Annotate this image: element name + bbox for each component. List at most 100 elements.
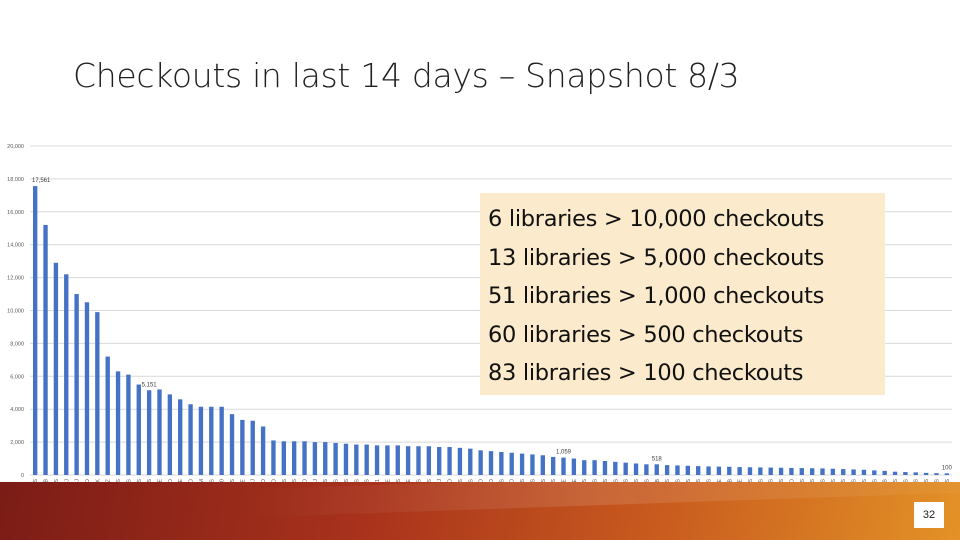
bar [571,458,577,475]
y-tick-label: 14,000 [7,243,24,249]
bar [374,445,380,475]
slide-title: Checkouts in last 14 days – Snapshot 8/3 [73,56,740,95]
x-tick-label: EVS [416,479,422,482]
bar [582,460,587,475]
bar [302,441,307,475]
x-tick-label: BLZ [106,478,112,482]
bar [291,441,297,475]
bar [540,455,545,475]
x-tick-label: ABS [924,479,930,482]
bar [64,274,69,475]
bar [623,462,628,475]
x-tick-label: MES [872,479,878,482]
x-tick-label: HDS [116,479,122,482]
x-tick-label: NEB [655,479,661,482]
y-tick-label: 12,000 [7,276,24,282]
bar [706,466,711,475]
x-tick-label: BYAS [934,479,940,482]
bar [913,472,918,475]
bar [882,470,887,475]
x-tick-label: BTS [292,479,298,482]
bar [509,452,514,475]
x-tick-label: SHS [530,479,536,482]
x-tick-label: HNS [841,479,847,482]
bar [519,453,525,475]
x-tick-label: FPS [458,479,464,482]
x-tick-label: HHB [883,479,889,482]
bar [146,390,152,475]
x-tick-label: GYBE [562,479,568,482]
y-tick-label: 10,000 [7,309,24,315]
x-tick-label: EPS [541,479,547,482]
page-number: 32 [914,502,944,528]
x-tick-label: FSS [551,479,557,482]
x-tick-label: LES [209,479,215,482]
x-tick-label: BVD [448,479,454,482]
bar [447,447,452,475]
x-tick-label: KVD [789,479,795,482]
bar [333,442,338,475]
x-tick-label: SYE [717,479,723,482]
x-tick-label: RPD [479,479,485,482]
bar [157,389,162,475]
footer-decorative-band [0,482,960,540]
x-tick-label: BES [665,479,671,482]
x-tick-label: WOD [510,479,516,482]
bar [198,406,204,475]
bar [747,467,753,475]
x-tick-label: LES [686,479,692,482]
x-tick-label: UBS [137,479,143,482]
bar [468,448,473,475]
bar [105,356,110,475]
bar [74,294,79,475]
x-tick-label: EPS [624,479,630,482]
x-tick-label: WPS [520,479,526,482]
x-tick-label: BSS [334,479,340,482]
x-tick-label: WPK [95,479,101,482]
bar [830,468,836,475]
x-tick-label: CSD [189,479,195,482]
bar [271,440,276,475]
bar [789,467,794,475]
bar [685,465,691,475]
x-tick-label: SBD [271,479,277,482]
x-tick-label: RHS [365,479,371,482]
bar [323,442,328,475]
x-tick-label: BEE [240,479,246,482]
bar-series [33,186,949,475]
x-tick-label: FPS [427,479,433,482]
bar [499,451,504,475]
bar [613,461,618,475]
bar [416,446,421,475]
x-tick-label: WMM [199,479,205,482]
x-tick-label: CDE [406,479,412,482]
bar [561,457,566,475]
checkouts-bar-chart: 0 2,000 4,000 6,000 8,000 10,000 12,000 14,000 1… [7,144,952,482]
data-labels: 17,561 5,151 1,059 518 100 [32,178,952,471]
data-label: 5,151 [142,382,158,388]
x-tick-label: BPS [779,479,785,482]
x-tick-label: EDS [323,479,329,482]
bar [727,466,732,475]
bar [872,470,877,475]
x-tick-label: DDS [903,479,909,482]
bar [861,469,867,475]
bar [841,469,846,475]
bar [219,406,224,475]
x-tick-label: TPS [54,479,60,482]
y-tick-label: 18,000 [7,177,24,183]
bar [488,451,494,475]
x-tick-label: THS [862,479,868,482]
x-tick-label: GDJ [437,479,443,482]
bar [934,473,939,475]
x-tick-label: PWS [282,479,288,482]
x-tick-label: TD [303,479,309,482]
bar [312,442,318,475]
data-label: 1,059 [556,450,572,456]
x-tick-label: GPS [707,479,713,482]
x-tick-label: EPS [800,479,806,482]
bar [385,445,390,475]
bar [229,414,235,475]
x-tick-label: GLD [85,479,91,482]
bar [240,419,245,475]
